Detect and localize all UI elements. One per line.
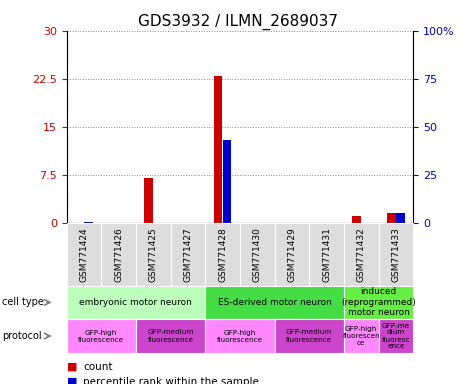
Text: GSM771426: GSM771426 (114, 227, 123, 282)
Text: induced
(reprogrammed)
motor neuron: induced (reprogrammed) motor neuron (341, 288, 416, 317)
Bar (352, 216, 361, 223)
Text: GFP-high
fluorescence: GFP-high fluorescence (78, 329, 124, 343)
Text: embryonic motor neuron: embryonic motor neuron (79, 298, 192, 307)
Bar (387, 213, 396, 223)
Text: GSM771431: GSM771431 (322, 227, 331, 282)
Text: GSM771433: GSM771433 (391, 227, 400, 282)
Text: protocol: protocol (2, 331, 42, 341)
Text: GSM771427: GSM771427 (183, 227, 192, 282)
Bar (396, 213, 405, 223)
Text: GSM771430: GSM771430 (253, 227, 262, 282)
Bar (214, 76, 222, 223)
Text: GSM771432: GSM771432 (357, 227, 366, 282)
Text: GFP-high
fluorescence: GFP-high fluorescence (217, 329, 263, 343)
Text: ■: ■ (66, 377, 77, 384)
Text: cell type: cell type (2, 297, 44, 308)
Text: GDS3932 / ILMN_2689037: GDS3932 / ILMN_2689037 (137, 13, 338, 30)
Text: ES-derived motor neuron: ES-derived motor neuron (218, 298, 332, 307)
Text: ■: ■ (66, 362, 77, 372)
Bar (84, 222, 93, 223)
Text: count: count (83, 362, 113, 372)
Bar (144, 178, 153, 223)
Bar (223, 140, 231, 223)
Text: GFP-medium
fluorescence: GFP-medium fluorescence (286, 329, 332, 343)
Text: GSM771425: GSM771425 (149, 227, 158, 282)
Text: GSM771428: GSM771428 (218, 227, 227, 282)
Text: GFP-high
fluorescen
ce: GFP-high fluorescen ce (342, 326, 380, 346)
Text: GFP-me
dium
fluoresc
ence: GFP-me dium fluoresc ence (381, 323, 410, 349)
Text: GSM771429: GSM771429 (287, 227, 296, 282)
Text: percentile rank within the sample: percentile rank within the sample (83, 377, 259, 384)
Text: GSM771424: GSM771424 (79, 227, 88, 282)
Text: GFP-medium
fluorescence: GFP-medium fluorescence (147, 329, 194, 343)
